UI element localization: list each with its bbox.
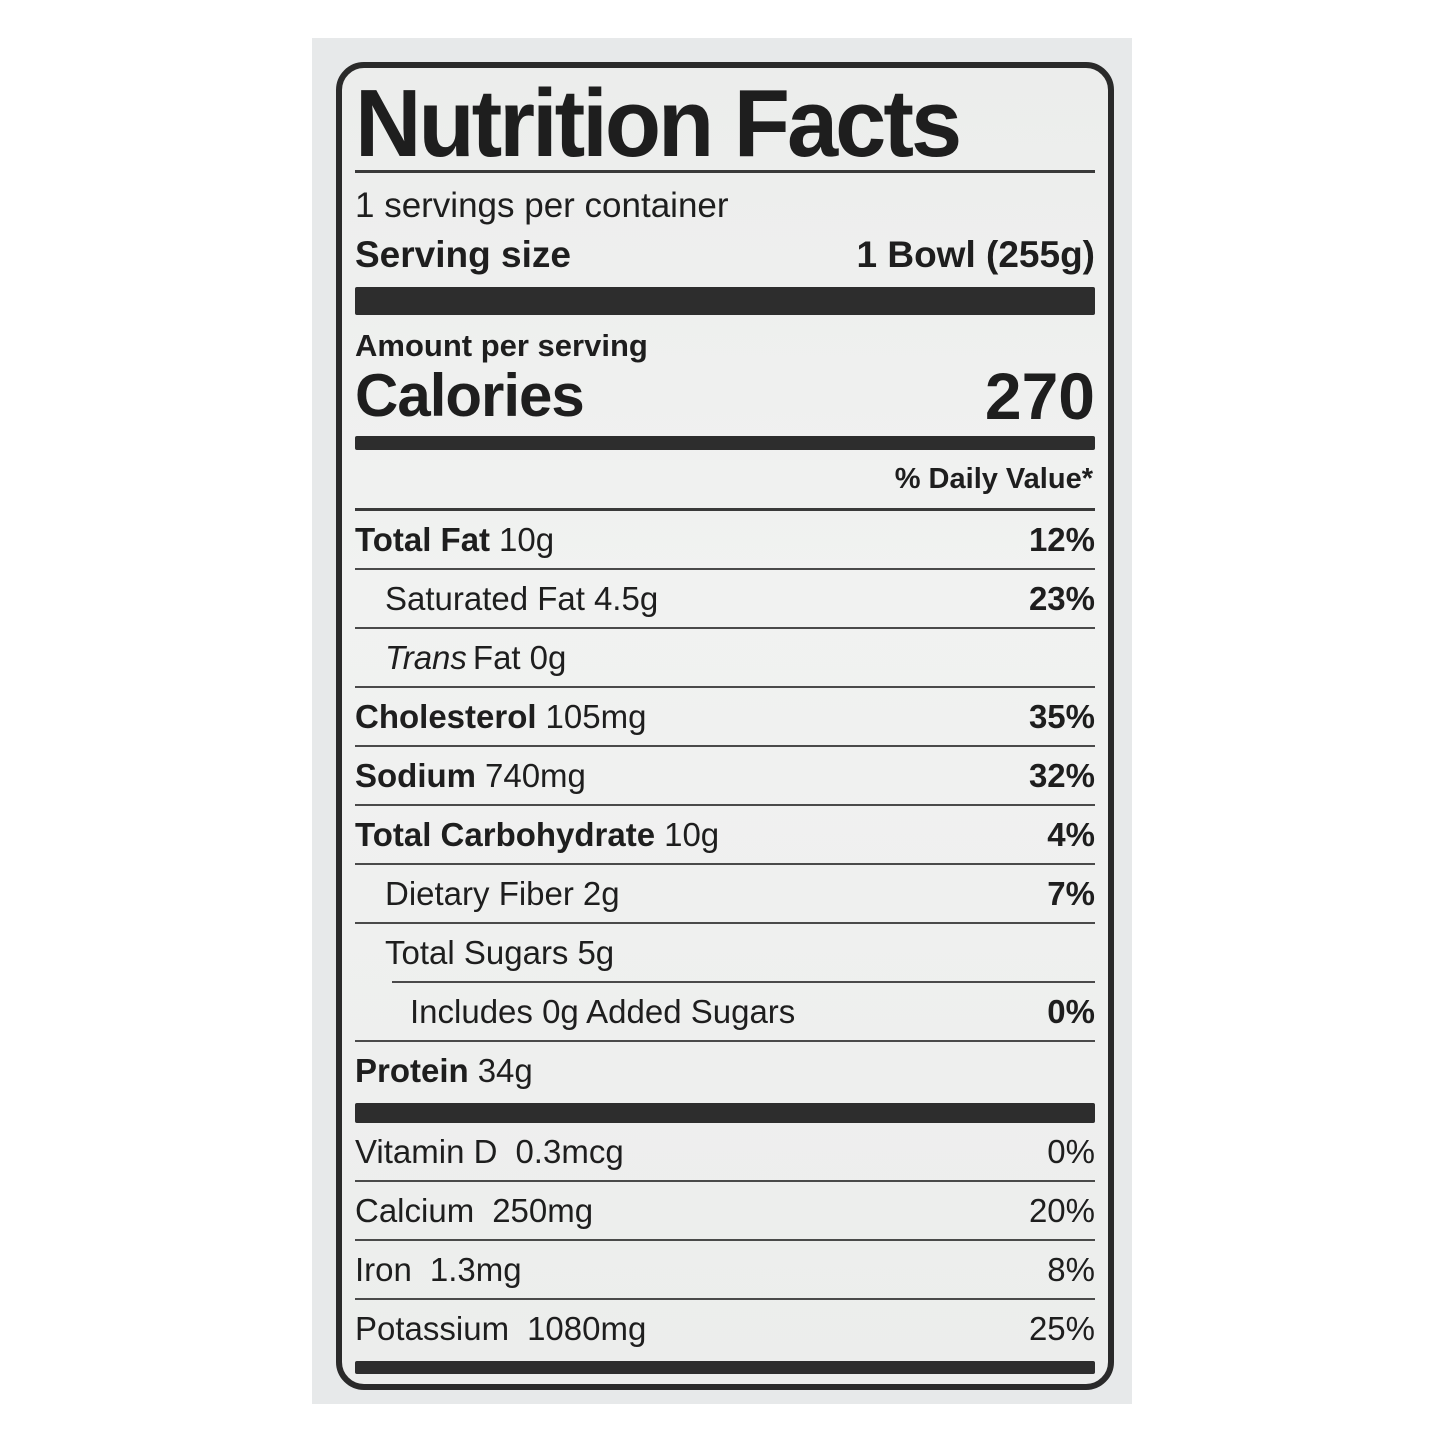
label-title: Nutrition Facts [355,70,962,177]
nutrient-percent: 4% [1047,816,1095,853]
nutrient-row-total-sugars: Total Sugars 5g [355,922,1095,981]
nutrient-amount: 10g [664,816,720,853]
vitamin-row-potassium: Potassium 1080mg 25% [355,1298,1095,1357]
nutrient-percent: 35% [1028,698,1095,735]
servings-per-container: 1 servings per container [355,186,729,225]
nutrient-name: Total Fat [355,521,491,558]
nutrient-name-italic: Trans [385,639,467,676]
nutrient-name: Total Carbohydrate [355,816,656,853]
nutrient-percent: 0% [1047,993,1095,1030]
nutrient-name: Cholesterol [355,698,537,735]
nutrition-facts-label: Nutrition Facts 1 servings per container… [336,62,1114,1390]
nutrient-name: Saturated Fat [385,580,585,617]
nutrient-row-total-fat: Total Fat 10g 12% [355,508,1095,568]
nutrient-amount: 10g [499,521,555,558]
vitamin-amount: 0.3mcg [515,1133,624,1170]
divider-bar-medium [355,436,1095,450]
nutrient-amount: 34g [477,1052,533,1089]
nutrient-percent: 7% [1047,875,1095,912]
vitamin-name: Potassium [355,1310,510,1347]
serving-size-row: Serving size 1 Bowl (255g) [355,231,1095,279]
nutrient-amount: 740mg [485,757,586,794]
divider-bar-thin [355,1361,1095,1374]
vitamin-row-iron: Iron 1.3mg 8% [355,1239,1095,1298]
nutrient-amount: 5g [577,934,615,971]
nutrient-row-saturated-fat: Saturated Fat 4.5g 23% [355,568,1095,627]
vitamin-amount: 1.3mg [429,1251,522,1288]
serving-size-value: 1 Bowl (255g) [856,234,1096,275]
amount-per-serving-label: Amount per serving [355,328,648,363]
daily-value-footnote: * The % Daily Values (DV) tells you how … [355,1374,1095,1384]
vitamin-percent: 25% [1028,1310,1095,1347]
nutrient-row-added-sugars: Includes 0g Added Sugars 0% [355,983,1095,1040]
nutrient-amount: 0g [529,639,567,676]
vitamin-name: Vitamin D [355,1133,498,1170]
serving-size-label: Serving size [355,234,571,275]
divider-rule [355,170,1095,173]
daily-value-header: % Daily Value* [894,463,1093,495]
nutrient-name: Total Sugars [385,934,569,971]
nutrient-row-cholesterol: Cholesterol 105mg 35% [355,686,1095,745]
vitamin-percent: 0% [1047,1133,1095,1170]
vitamin-name: Calcium [355,1192,475,1229]
vitamin-name: Iron [355,1251,412,1288]
nutrient-name: Sodium [355,757,476,794]
vitamin-row-calcium: Calcium 250mg 20% [355,1180,1095,1239]
divider-rule-indented [392,981,1095,983]
nutrient-row-trans-fat: Trans Fat 0g [355,627,1095,686]
nutrient-name: Protein [355,1052,469,1089]
calories-value: 270 [984,359,1095,433]
calories-label: Calories [355,362,585,429]
nutrient-percent: 32% [1028,757,1095,794]
nutrient-row-protein: Protein 34g [355,1040,1095,1099]
vitamin-row-vitamin-d: Vitamin D 0.3mcg 0% [355,1123,1095,1180]
footnote-asterisk: * [357,1382,377,1384]
footnote-text: The % Daily Values (DV) tells you how mu… [377,1382,1089,1384]
nutrient-row-dietary-fiber: Dietary Fiber 2g 7% [355,863,1095,922]
nutrient-amount: 4.5g [593,580,659,617]
vitamin-percent: 20% [1028,1192,1095,1229]
nutrient-name: Includes 0g Added Sugars [410,993,796,1030]
nutrient-name: Dietary Fiber [385,875,574,912]
divider-bar-thick [355,287,1095,315]
nutrient-amount: 2g [582,875,620,912]
divider-bar-thick [355,1103,1095,1123]
vitamin-percent: 8% [1047,1251,1095,1288]
vitamin-amount: 1080mg [527,1310,647,1347]
nutrient-row-sodium: Sodium 740mg 32% [355,745,1095,804]
calories-row: Calories 270 [355,359,1095,433]
nutrient-row-total-carbohydrate: Total Carbohydrate 10g 4% [355,804,1095,863]
product-photo-background: Nutrition Facts 1 servings per container… [312,38,1132,1404]
nutrient-name: Fat [472,639,521,676]
nutrient-amount: 105mg [545,698,647,735]
nutrient-percent: 12% [1028,521,1095,558]
vitamin-amount: 250mg [492,1192,594,1229]
nutrient-percent: 23% [1028,580,1095,617]
